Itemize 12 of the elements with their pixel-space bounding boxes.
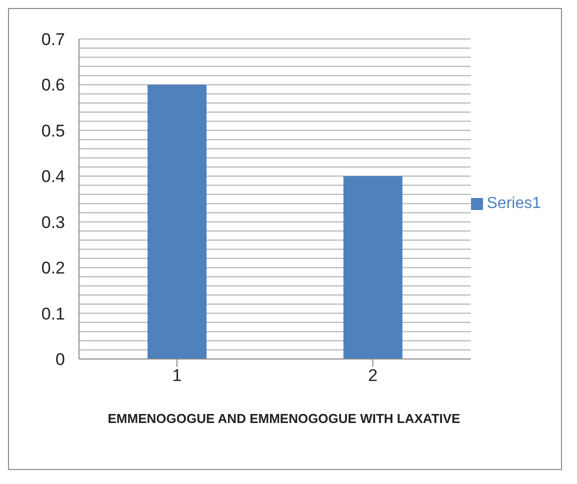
- y-tick-label: 0.1: [41, 304, 65, 324]
- x-axis-title: EMMENOGOGUE AND EMMENOGOGUE WITH LAXATIVE: [106, 410, 462, 428]
- y-tick-label: 0.6: [41, 76, 65, 95]
- y-tick-label: 0: [56, 350, 65, 370]
- y-tick-label: 0.4: [41, 167, 65, 186]
- y-tick-label: 0.3: [41, 212, 65, 232]
- y-tick-label: 0.7: [41, 30, 65, 50]
- legend-label: Series1: [486, 195, 541, 212]
- y-tick-label: 0.2: [41, 258, 65, 278]
- x-tick-label: 2: [368, 366, 378, 386]
- x-tick-label: 1: [172, 366, 182, 386]
- y-tick-label: 0.5: [41, 121, 65, 140]
